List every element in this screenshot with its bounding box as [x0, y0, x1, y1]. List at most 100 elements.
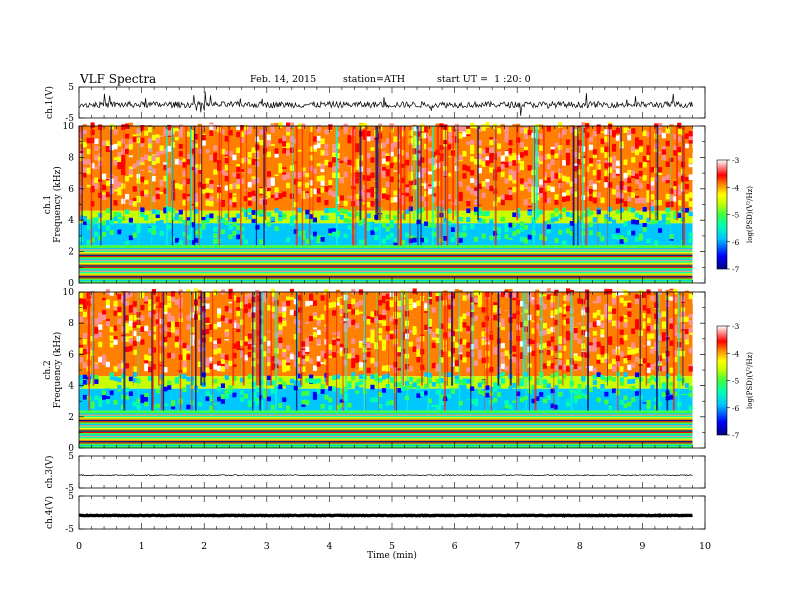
psd-cell — [477, 199, 482, 205]
psd-cell — [542, 311, 548, 317]
psd-cell — [339, 177, 344, 184]
psd-cell — [190, 240, 195, 245]
psd-cell — [634, 236, 640, 242]
psd-cell — [240, 319, 245, 325]
psd-cell — [539, 209, 544, 215]
psd-cell — [351, 362, 356, 369]
psd-cell — [251, 392, 256, 397]
psd-cell — [588, 387, 594, 393]
psd-cell — [270, 216, 275, 222]
psd-cell — [86, 148, 91, 155]
psd-cell — [542, 191, 548, 198]
psd-cell — [420, 180, 425, 186]
psd-cell — [385, 235, 390, 240]
psd-cell — [186, 159, 191, 165]
psd-cell — [504, 182, 509, 189]
psd-cell — [297, 159, 302, 165]
psd-cell — [427, 328, 433, 335]
psd-cell — [558, 338, 563, 345]
psd-cell — [650, 295, 655, 302]
psd-cell — [132, 193, 137, 200]
psd-cell — [558, 391, 563, 397]
psd-cell — [232, 343, 237, 349]
psd-cell — [309, 191, 314, 198]
psd-cell — [470, 343, 475, 350]
psd-cell — [312, 331, 318, 338]
psd-cell — [477, 139, 482, 146]
psd-cell — [565, 211, 571, 217]
psd-cell — [427, 332, 433, 339]
psd-cell — [266, 325, 272, 331]
psd-cell — [481, 157, 486, 164]
psd-cell — [527, 129, 532, 136]
psd-cell — [381, 388, 387, 393]
psd-cell — [650, 348, 655, 354]
psd-cell — [358, 380, 364, 385]
psd-cell — [194, 288, 199, 294]
psd-cell — [615, 228, 620, 234]
psd-cell — [473, 179, 479, 186]
psd-cell — [512, 356, 517, 363]
psd-cell — [608, 123, 613, 130]
psd-cell — [117, 384, 122, 390]
psd-cell — [213, 169, 218, 175]
psd-cell — [301, 193, 306, 199]
psd-cell — [282, 306, 287, 312]
psd-cell — [305, 356, 310, 362]
psd-cell — [650, 391, 655, 397]
psd-cell — [105, 396, 110, 401]
psd-cell — [531, 328, 536, 334]
psd-cell — [355, 347, 360, 354]
psd-cell — [293, 334, 298, 340]
psd-cell — [205, 127, 210, 134]
psd-cell — [565, 305, 571, 312]
psd-cell — [600, 138, 605, 145]
psd-cell — [79, 298, 84, 304]
y-tick-label: 5 — [68, 492, 74, 502]
psd-cell — [243, 129, 249, 135]
psd-cell — [542, 398, 548, 404]
psd-cell — [650, 364, 655, 370]
psd-cell — [155, 318, 160, 325]
psd-cell — [473, 297, 479, 303]
psd-cell — [98, 192, 103, 199]
psd-cell — [393, 367, 398, 373]
psd-cell — [140, 398, 145, 404]
psd-cell — [623, 318, 628, 325]
psd-cell — [669, 234, 674, 240]
psd-cell — [102, 354, 107, 361]
psd-cell — [128, 149, 133, 156]
psd-cell — [270, 404, 275, 410]
psd-cell — [550, 149, 555, 155]
psd-cell — [259, 399, 264, 404]
psd-cell — [86, 239, 91, 245]
psd-cell — [619, 329, 624, 335]
psd-cell — [412, 326, 417, 332]
psd-cell — [650, 181, 655, 187]
psd-cell — [186, 324, 191, 330]
psd-cell — [155, 313, 160, 320]
psd-cell — [558, 323, 563, 329]
psd-cell — [105, 155, 110, 162]
psd-cell — [688, 386, 693, 391]
psd-cell — [615, 209, 620, 215]
psd-cell — [565, 359, 571, 365]
psd-cell — [412, 382, 417, 388]
psd-cell — [588, 230, 594, 236]
psd-cell — [562, 319, 567, 326]
psd-cell — [251, 178, 256, 185]
psd-cell — [600, 147, 605, 153]
psd-cell — [550, 403, 555, 409]
psd-cell — [79, 188, 84, 194]
psd-cell — [508, 169, 513, 175]
psd-cell — [508, 189, 513, 196]
psd-cell — [565, 152, 571, 159]
psd-cell — [631, 362, 636, 368]
colorbar-scale — [716, 325, 728, 436]
psd-cell — [94, 363, 99, 370]
psd-cell — [263, 322, 268, 328]
psd-cell — [381, 374, 387, 380]
psd-cell — [289, 309, 295, 316]
psd-cell — [558, 352, 563, 359]
psd-cell — [148, 142, 153, 149]
